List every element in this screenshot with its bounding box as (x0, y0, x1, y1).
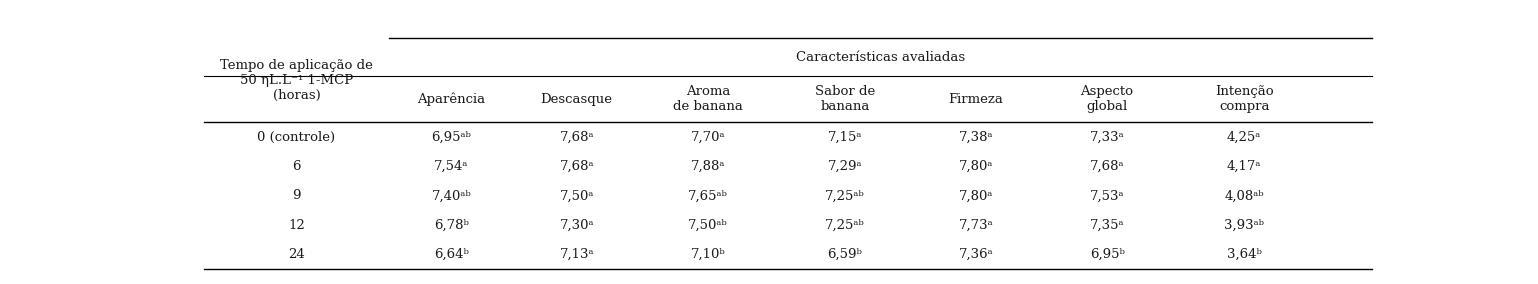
Text: Sabor de
banana: Sabor de banana (815, 85, 875, 113)
Text: 7,38ᵃ: 7,38ᵃ (958, 131, 994, 144)
Text: 7,36ᵃ: 7,36ᵃ (958, 248, 994, 261)
Text: 7,68ᵃ: 7,68ᵃ (1090, 160, 1124, 173)
Text: 7,73ᵃ: 7,73ᵃ (958, 219, 994, 232)
Text: 12: 12 (288, 219, 305, 232)
Text: 7,70ᵃ: 7,70ᵃ (691, 131, 724, 144)
Text: Descasque: Descasque (541, 93, 612, 106)
Text: Intenção
compra: Intenção compra (1215, 85, 1273, 113)
Text: 7,68ᵃ: 7,68ᵃ (560, 160, 594, 173)
Text: Aroma
de banana: Aroma de banana (672, 85, 743, 113)
Text: 7,40ᵃᵇ: 7,40ᵃᵇ (432, 189, 471, 202)
Text: 7,15ᵃ: 7,15ᵃ (827, 131, 861, 144)
Text: 7,88ᵃ: 7,88ᵃ (691, 160, 724, 173)
Text: 3,64ᵇ: 3,64ᵇ (1227, 248, 1261, 261)
Text: 6: 6 (292, 160, 301, 173)
Text: 7,35ᵃ: 7,35ᵃ (1090, 219, 1124, 232)
Text: 7,29ᵃ: 7,29ᵃ (827, 160, 863, 173)
Text: 7,25ᵃᵇ: 7,25ᵃᵇ (824, 219, 864, 232)
Text: 7,13ᵃ: 7,13ᵃ (560, 248, 594, 261)
Text: 7,54ᵃ: 7,54ᵃ (434, 160, 469, 173)
Text: 7,33ᵃ: 7,33ᵃ (1090, 131, 1124, 144)
Text: Aspecto
global: Aspecto global (1081, 85, 1134, 113)
Text: 3,93ᵃᵇ: 3,93ᵃᵇ (1224, 219, 1264, 232)
Text: 7,50ᵃ: 7,50ᵃ (560, 189, 594, 202)
Text: 7,53ᵃ: 7,53ᵃ (1090, 189, 1124, 202)
Text: 7,50ᵃᵇ: 7,50ᵃᵇ (687, 219, 727, 232)
Text: 24: 24 (288, 248, 305, 261)
Text: 4,25ᵃ: 4,25ᵃ (1227, 131, 1261, 144)
Text: 4,08ᵃᵇ: 4,08ᵃᵇ (1224, 189, 1264, 202)
Text: 6,59ᵇ: 6,59ᵇ (827, 248, 863, 261)
Text: 7,80ᵃ: 7,80ᵃ (958, 189, 994, 202)
Text: 6,78ᵇ: 6,78ᵇ (434, 219, 469, 232)
Text: 7,30ᵃ: 7,30ᵃ (560, 219, 594, 232)
Text: Firmeza: Firmeza (949, 93, 1003, 106)
Text: 4,17ᵃ: 4,17ᵃ (1227, 160, 1261, 173)
Text: 6,95ᵃᵇ: 6,95ᵃᵇ (432, 131, 472, 144)
Text: Tempo de aplicação de
50 ηL.L⁻¹ 1-MCP
(horas): Tempo de aplicação de 50 ηL.L⁻¹ 1-MCP (h… (220, 59, 374, 102)
Text: Aparência: Aparência (417, 93, 486, 106)
Text: 7,68ᵃ: 7,68ᵃ (560, 131, 594, 144)
Text: 0 (controle): 0 (controle) (257, 131, 335, 144)
Text: 7,10ᵇ: 7,10ᵇ (691, 248, 724, 261)
Text: 7,80ᵃ: 7,80ᵃ (958, 160, 994, 173)
Text: 7,25ᵃᵇ: 7,25ᵃᵇ (824, 189, 864, 202)
Text: Características avaliadas: Características avaliadas (797, 51, 966, 64)
Text: 7,65ᵃᵇ: 7,65ᵃᵇ (687, 189, 727, 202)
Text: 6,95ᵇ: 6,95ᵇ (1089, 248, 1124, 261)
Text: 9: 9 (292, 189, 301, 202)
Text: 6,64ᵇ: 6,64ᵇ (434, 248, 469, 261)
